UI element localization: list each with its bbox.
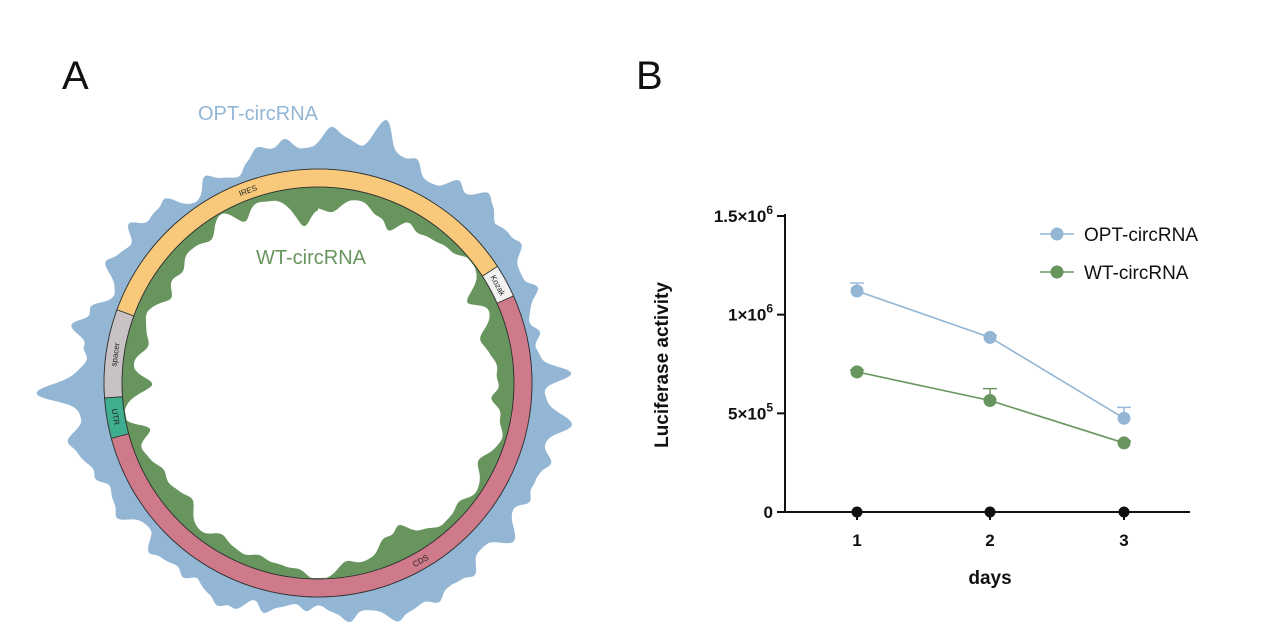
segment-label-spacer: spacer — [109, 342, 121, 367]
chart-legend: OPT-circRNA WT-circRNA — [1040, 225, 1198, 284]
wt-coverage-track — [121, 186, 515, 580]
opt-circrna-label: OPT-circRNA — [198, 103, 319, 125]
chart-series — [850, 282, 1131, 518]
wt-coverage-area — [121, 186, 515, 580]
chart-axes — [784, 214, 1190, 513]
x-tick-label: 1 — [852, 531, 861, 550]
legend-label-opt: OPT-circRNA — [1084, 225, 1198, 246]
data-point-opt-circrna — [983, 330, 997, 344]
data-point-wt-circrna — [850, 365, 864, 379]
chart-ticks: 0 5×105 1×106 1.5×106 1 2 3 — [714, 203, 1129, 550]
y-tick-label: 0 — [764, 503, 773, 522]
x-tick-label: 2 — [985, 531, 994, 550]
y-tick-label: 5×105 — [728, 400, 773, 423]
legend-marker-opt — [1050, 227, 1064, 241]
ring-outer-edge — [103, 168, 533, 598]
panel-label-b: B — [636, 54, 663, 98]
panel-label-a: A — [62, 54, 89, 98]
construct-ring — [103, 168, 533, 598]
data-point-baseline — [851, 506, 863, 518]
data-point-opt-circrna — [1117, 411, 1131, 425]
x-axis-title: days — [968, 568, 1011, 589]
data-point-baseline — [984, 506, 996, 518]
luciferase-line-chart: 0 5×105 1×106 1.5×106 1 2 3 — [714, 203, 1190, 550]
x-tick-label: 3 — [1119, 531, 1128, 550]
legend-marker-wt — [1050, 265, 1064, 279]
y-axis-title: Luciferase activity — [652, 282, 673, 448]
wt-circrna-label: WT-circRNA — [256, 247, 367, 269]
series-line-wt-circrna — [856, 371, 1125, 444]
y-tick-label: 1×106 — [728, 302, 773, 325]
y-tick-label: 1.5×106 — [714, 203, 773, 226]
data-point-wt-circrna — [983, 394, 997, 408]
data-point-opt-circrna — [850, 284, 864, 298]
ring-inner-edge — [121, 186, 515, 580]
segment-label-utr: UTR — [110, 408, 122, 426]
legend-label-wt: WT-circRNA — [1084, 263, 1189, 284]
data-point-baseline — [1118, 506, 1130, 518]
data-point-wt-circrna — [1117, 436, 1131, 450]
